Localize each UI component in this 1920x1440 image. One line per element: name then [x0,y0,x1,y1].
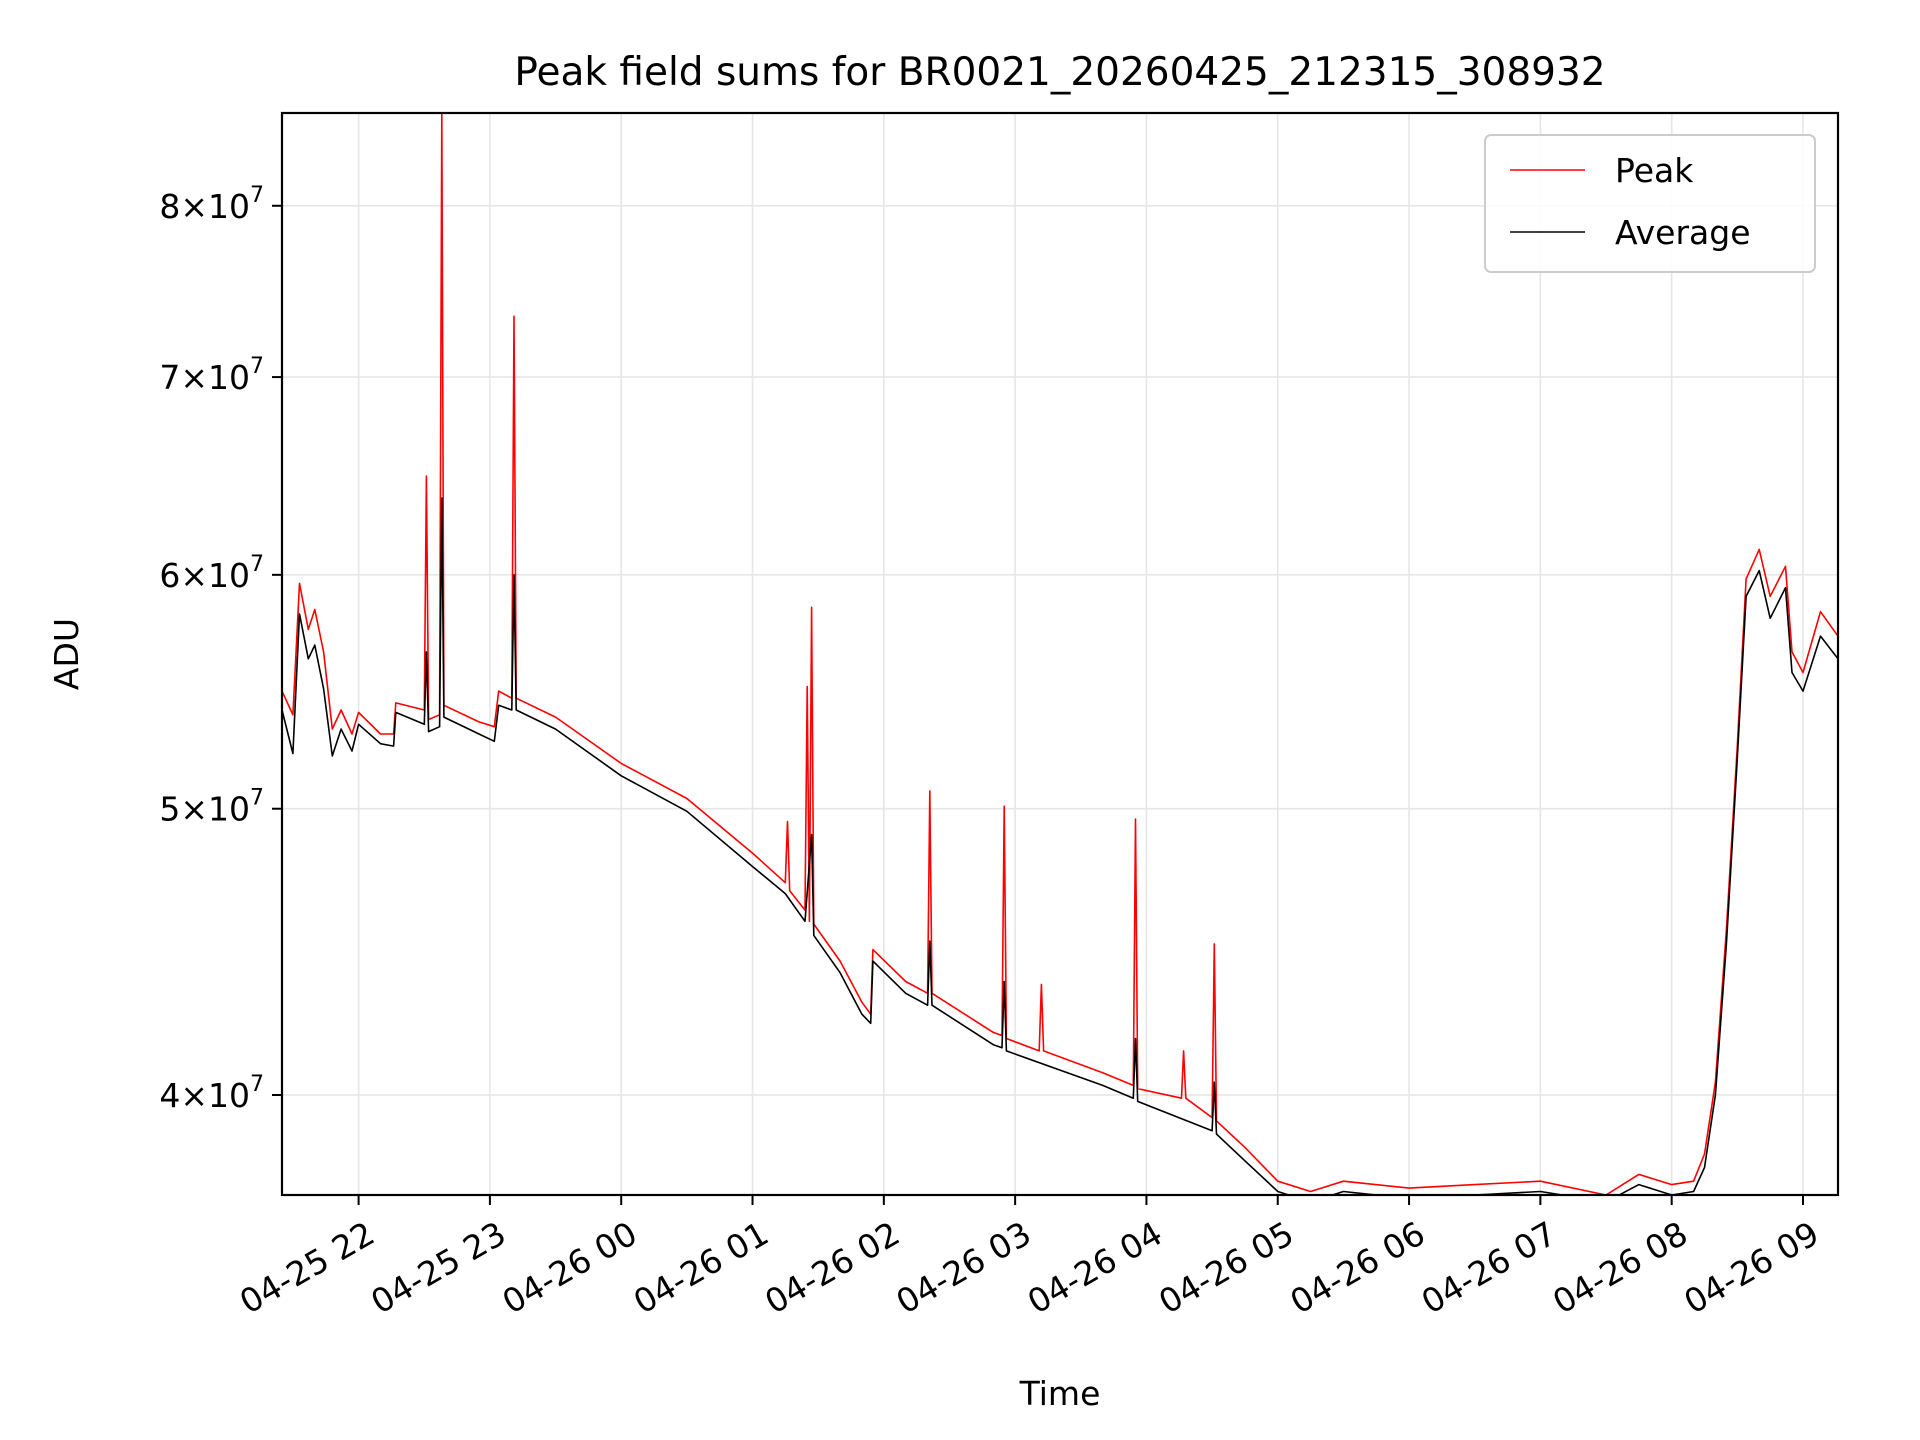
legend: Peak Average [1484,134,1816,273]
plot-frame [280,111,1840,1197]
legend-label-peak: Peak [1615,151,1694,190]
series-line-average [282,497,1838,1195]
series-layer [282,113,1838,1195]
legend-label-average: Average [1615,213,1751,252]
y-axis: 4×107 5×107 6×107 7×107 8×107 [159,183,282,1115]
y-tick-label: 6×107 [159,552,264,595]
y-tick-label: 4×107 [159,1072,264,1115]
x-axis-label: Time [1019,1374,1101,1413]
y-tick-label: 8×107 [159,183,264,226]
y-tick-label: 7×107 [159,354,264,397]
y-tick-label: 5×107 [159,786,264,829]
y-axis-label: ADU [47,618,86,690]
chart-title: Peak field sums for BR0021_20260425_2123… [514,50,1605,95]
grid [282,113,1838,1195]
